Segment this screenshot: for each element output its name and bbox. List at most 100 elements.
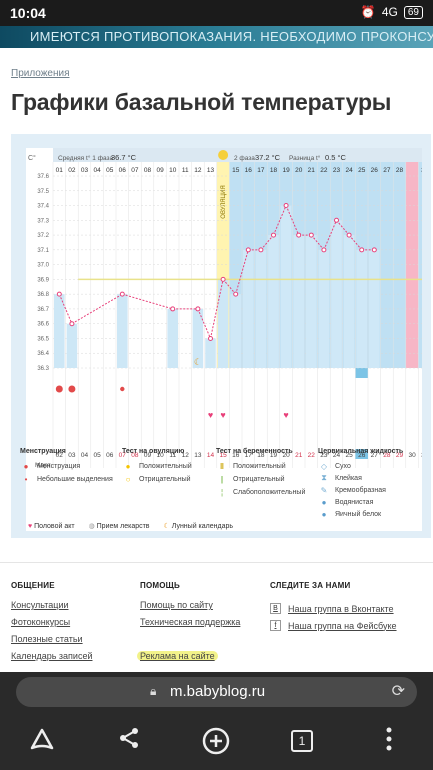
date-label: 25	[345, 452, 353, 459]
temperature-bar	[255, 249, 267, 368]
vk-icon: В	[270, 603, 281, 614]
date-label: 11	[169, 452, 176, 459]
cycle-day-label: 09	[156, 167, 164, 174]
cycle-day-label: 05	[106, 167, 114, 174]
y-tick-label: 36.9	[37, 277, 49, 283]
cycle-day-cell	[53, 162, 66, 176]
cycle-day-label: 01	[56, 167, 64, 174]
small-drop-icon: •	[24, 475, 28, 484]
temperature-segment	[285, 205, 300, 236]
moon-icon: ☾	[194, 357, 202, 367]
cycle-day-cell	[65, 162, 79, 176]
date-label: 02	[56, 452, 64, 459]
clock: 10:04	[10, 5, 46, 21]
y-tick-label: 36.6	[37, 322, 49, 328]
legend-item: ● Водянистая	[318, 496, 403, 508]
cycle-day-label: 04	[93, 167, 101, 174]
y-tick-label: 37.5	[37, 189, 49, 195]
legend-label: Клейкая	[335, 474, 362, 482]
date-label: 05	[93, 452, 101, 459]
pill-icon: ◍	[88, 523, 95, 530]
temperature-bar	[356, 249, 367, 368]
cycle-day-cell	[116, 162, 129, 176]
temperature-segment	[122, 293, 173, 310]
footer-link-photo-contests[interactable]: Фотоконкурсы	[11, 617, 71, 627]
cycle-day-cell	[355, 162, 368, 176]
watery-icon: ●	[321, 497, 327, 507]
legend-item: ⧗ Клейкая	[318, 472, 403, 484]
status-bar: 10:04 ⏰ 4G 69	[0, 0, 433, 26]
home-icon[interactable]	[22, 726, 62, 759]
footer-link-vk[interactable]: В Наша группа в Вконтакте	[270, 600, 397, 617]
legend-label: Отрицательный	[139, 476, 191, 483]
footer-link-support[interactable]: Техническая поддержка	[140, 617, 241, 627]
temperature-point	[170, 306, 176, 312]
breadcrumb[interactable]: Приложения	[11, 68, 70, 79]
menu-icon[interactable]	[369, 726, 409, 759]
cycle-day-label: 03	[81, 167, 89, 174]
cycle-day-cell	[166, 162, 179, 176]
temperature-segment	[235, 249, 249, 295]
temperature-point	[220, 276, 226, 282]
moon-icon: ☾	[163, 523, 170, 530]
date-label: 19	[270, 452, 278, 459]
cycle-day-label: 15	[232, 167, 240, 174]
new-tab-icon[interactable]	[196, 726, 236, 763]
footer-link-ads[interactable]: Реклама на сайте	[137, 651, 240, 668]
temperature-point	[258, 247, 264, 253]
share-icon[interactable]	[109, 726, 149, 757]
sun-outline-icon: ○	[125, 475, 131, 484]
footer-link-calendar[interactable]: Календарь записей	[11, 651, 93, 661]
bbt-chart-card: C° Средняя t° 1 фаза 36.7 °C 2 фаза 37.2 °C Р…	[26, 148, 433, 531]
legend-label: Сухо	[335, 462, 351, 470]
temperature-point	[208, 335, 213, 341]
browser-url-bar: 🔒︎ m.babyblog.ru ⟳	[0, 672, 433, 712]
footer-link-label: Наша группа в Вконтакте	[288, 603, 394, 614]
temperature-point	[69, 321, 75, 327]
cycle-day-label: 07	[131, 167, 139, 174]
date-label: 08	[131, 452, 139, 459]
reload-icon[interactable]: ⟳	[391, 683, 405, 700]
legend-label: Менструация	[37, 463, 81, 470]
legend-item: ✎ Кремообразная	[318, 484, 403, 496]
footer-link-help[interactable]: Помощь по сайту	[140, 600, 213, 610]
sticky-icon: ⧗	[321, 473, 327, 482]
alarm-icon: ⏰	[360, 5, 376, 19]
temperature-point	[308, 232, 314, 238]
cycle-day-cell	[204, 162, 217, 176]
cycle-day-cell	[368, 162, 381, 176]
cycle-day-cell	[229, 162, 242, 176]
phase1-value: 36.7 °C	[111, 153, 137, 162]
menstruation-drop-icon	[68, 385, 76, 393]
warning-banner: ИМЕЮТСЯ ПРОТИВОПОКАЗАНИЯ. НЕОБХОДИМО ПРО…	[0, 26, 433, 48]
temperature-bar	[66, 323, 78, 368]
creamy-icon: ✎	[320, 485, 328, 495]
cycle-day-cell	[267, 162, 280, 176]
legend-label: Небольшие выделения	[37, 476, 113, 483]
footer-link-facebook[interactable]: f Наша группа на Фейсбуке	[270, 617, 397, 634]
page-title: Графики базальной температуры	[11, 89, 392, 115]
footer-link-consultations[interactable]: Консультации	[11, 600, 69, 610]
cycle-day-label: 22	[320, 167, 328, 174]
temperature-point	[271, 232, 276, 238]
tabs-count-button[interactable]: 1	[291, 730, 313, 752]
cycle-day-label: 18	[270, 167, 278, 174]
cycle-day-label: 26	[371, 167, 379, 174]
legend-label: Кремообразная	[335, 486, 386, 494]
footer-link-articles[interactable]: Полезные статьи	[11, 634, 83, 644]
legend-menstruation: Менструация ● Менструация • Небольшие выде…	[20, 448, 113, 486]
today-marker	[355, 368, 368, 378]
address-field[interactable]: 🔒︎ m.babyblog.ru ⟳	[16, 677, 417, 707]
cycle-day-cell	[103, 162, 116, 176]
cycle-day-label: 10	[169, 167, 177, 174]
menstruation-drop-icon	[55, 385, 63, 393]
temperature-point	[321, 247, 327, 253]
cycle-day-cell	[179, 162, 192, 176]
date-label: 09	[144, 452, 152, 459]
cycle-day-label: 11	[182, 167, 189, 174]
browser-nav-bar: 1	[0, 712, 433, 770]
date-label: 24	[333, 452, 341, 459]
temperature-point	[296, 232, 302, 238]
temperature-bar	[331, 220, 342, 368]
legend-item: ¦ Слабоположительный	[216, 486, 305, 499]
